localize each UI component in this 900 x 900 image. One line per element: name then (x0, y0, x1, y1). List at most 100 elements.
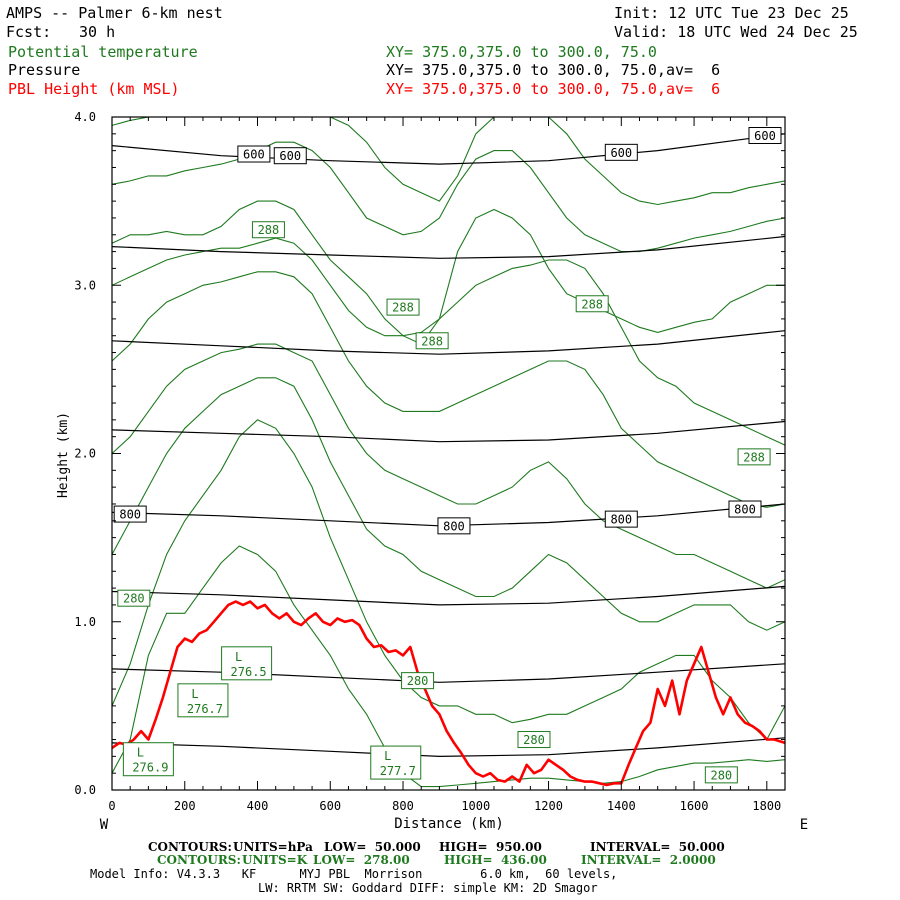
east-label: E (800, 817, 808, 833)
low-marker-box (221, 646, 273, 681)
theta-contour-line (112, 343, 785, 589)
pressure-label-box (604, 143, 638, 161)
x-tick-label: 600 (319, 799, 341, 813)
x-axis-label: Distance (km) (394, 816, 504, 832)
low-marker-box (122, 742, 174, 777)
theta-label-box (117, 589, 151, 607)
theta-contour-units: UNITS=K (242, 853, 308, 867)
theta-contour-line (112, 271, 785, 508)
pressure-label-box (273, 147, 307, 165)
x-tick-label: 400 (247, 799, 269, 813)
x-tick-label: 200 (174, 799, 196, 813)
theta-contour-head: CONTOURS: (157, 853, 241, 867)
theta-contour-line (112, 141, 785, 253)
theta-contour-line (112, 377, 785, 631)
field-name-pressure: Pressure (8, 61, 81, 79)
x-tick-label: 800 (392, 799, 414, 813)
y-axis-label: Height (km) (56, 412, 71, 498)
x-tick-label: 1400 (607, 799, 636, 813)
init-time: Init: 12 UTC Tue 23 Dec 25 (614, 4, 849, 22)
low-marker-symbol: L (235, 650, 242, 664)
x-tick-label: 1200 (534, 799, 563, 813)
theta-label-box (415, 332, 449, 350)
theta-label-box (386, 298, 420, 316)
y-tick-label: 4.0 (74, 110, 96, 124)
low-marker-symbol: L (191, 687, 198, 701)
theta-label-box (704, 766, 738, 784)
low-marker-symbol: L (384, 749, 391, 763)
field-name-pbl: PBL Height (km MSL) (8, 80, 180, 98)
pressure-contour-950 (112, 737, 785, 758)
theta-contour-layer (112, 117, 785, 788)
low-marker-value: 276.5 (231, 665, 267, 679)
pressure-label: 600 (279, 149, 301, 163)
theta-label: 288 (258, 223, 280, 237)
field-xy-theta: XY= 375.0,375.0 to 300.0, 75.0 (386, 43, 657, 61)
axes-layer: 0.0 1.0 2.0 3.0 4.0 0 200 400 600 800 1000 1200 1400… (74, 110, 786, 813)
pressure-contour-head: CONTOURS: (148, 840, 232, 854)
west-label: W (100, 817, 109, 833)
low-marker-value: 276.7 (187, 702, 223, 716)
field-xy-pbl: XY= 375.0,375.0 to 300.0, 75.0,av= 6 (386, 80, 721, 98)
theta-contour-high: HIGH= 436.00 (444, 853, 547, 867)
pbl-height-layer (112, 600, 785, 787)
forecast-label: Fcst: (6, 23, 52, 41)
theta-contour-line (112, 200, 785, 345)
theta-label: 288 (421, 334, 443, 348)
theta-label-box (401, 672, 435, 690)
model-title: AMPS -- Palmer 6-km nest (6, 4, 223, 22)
low-marker-box (177, 683, 229, 718)
theta-label-box (251, 221, 285, 239)
pressure-label: 600 (610, 146, 632, 160)
low-marker-symbol: L (137, 746, 144, 760)
x-tick-label: 0 (108, 799, 115, 813)
theta-label: 280 (407, 674, 429, 688)
pressure-contour-layer (112, 133, 785, 758)
pressure-contour-interval: INTERVAL= 50.000 (590, 840, 725, 854)
pressure-contour-units: UNITS=hPa (233, 840, 313, 854)
low-marker-value: 276.9 (132, 761, 168, 775)
pressure-label: 800 (443, 519, 465, 533)
pressure-label: 600 (754, 129, 776, 143)
theta-label-box (737, 448, 771, 466)
pressure-contour-600 (112, 133, 785, 165)
theta-contour-low: LOW= 278.00 (313, 853, 410, 867)
field-xy-pressure: XY= 375.0,375.0 to 300.0, 75.0,av= 6 (386, 61, 721, 79)
pressure-contour-850 (112, 585, 785, 606)
field-name-theta: Potential temperature (8, 43, 198, 61)
theta-label-box (575, 295, 609, 313)
physics-info: LW: RRTM SW: Goddard DIFF: simple KM: 2D… (258, 881, 598, 895)
theta-label: 280 (523, 733, 545, 747)
pressure-label: 600 (243, 148, 265, 162)
forecast-hour: 30 h (79, 23, 116, 41)
pbl-height-line (112, 600, 785, 787)
theta-contour-line (112, 545, 785, 788)
pressure-label-box (748, 127, 782, 145)
pressure-label-box (437, 517, 471, 535)
pressure-label-box (604, 510, 638, 528)
model-info: Model Info: V4.3.3 KF MYJ PBL Morrison 6… (90, 867, 618, 881)
theta-label: 288 (581, 297, 603, 311)
pressure-label-box (237, 145, 271, 163)
pressure-label: 800 (610, 513, 632, 527)
theta-label: 280 (123, 592, 145, 606)
pressure-contour-650 (112, 235, 785, 259)
pressure-contour-low: LOW= 50.000 (324, 840, 421, 854)
theta-label: 280 (710, 768, 732, 782)
theta-label-box (517, 731, 551, 749)
valid-time: Valid: 18 UTC Wed 24 Dec 25 (614, 23, 858, 41)
x-tick-label: 1600 (680, 799, 709, 813)
theta-label: 288 (743, 450, 765, 464)
pressure-contour-700 (112, 330, 785, 355)
x-tick-label: 1800 (752, 799, 781, 813)
y-tick-label: 3.0 (74, 278, 96, 292)
pressure-contour-750 (112, 420, 785, 443)
low-marker-value: 277.7 (380, 764, 416, 778)
contour-label-layer: 600 600 600 600 800 800 800 800 288 288 288 288 288 2… (113, 127, 782, 784)
low-marker-box (370, 745, 422, 780)
theta-label: 288 (392, 301, 414, 315)
x-tick-label: 1000 (461, 799, 490, 813)
y-tick-label: 1.0 (74, 615, 96, 629)
pressure-label-box (113, 505, 147, 523)
